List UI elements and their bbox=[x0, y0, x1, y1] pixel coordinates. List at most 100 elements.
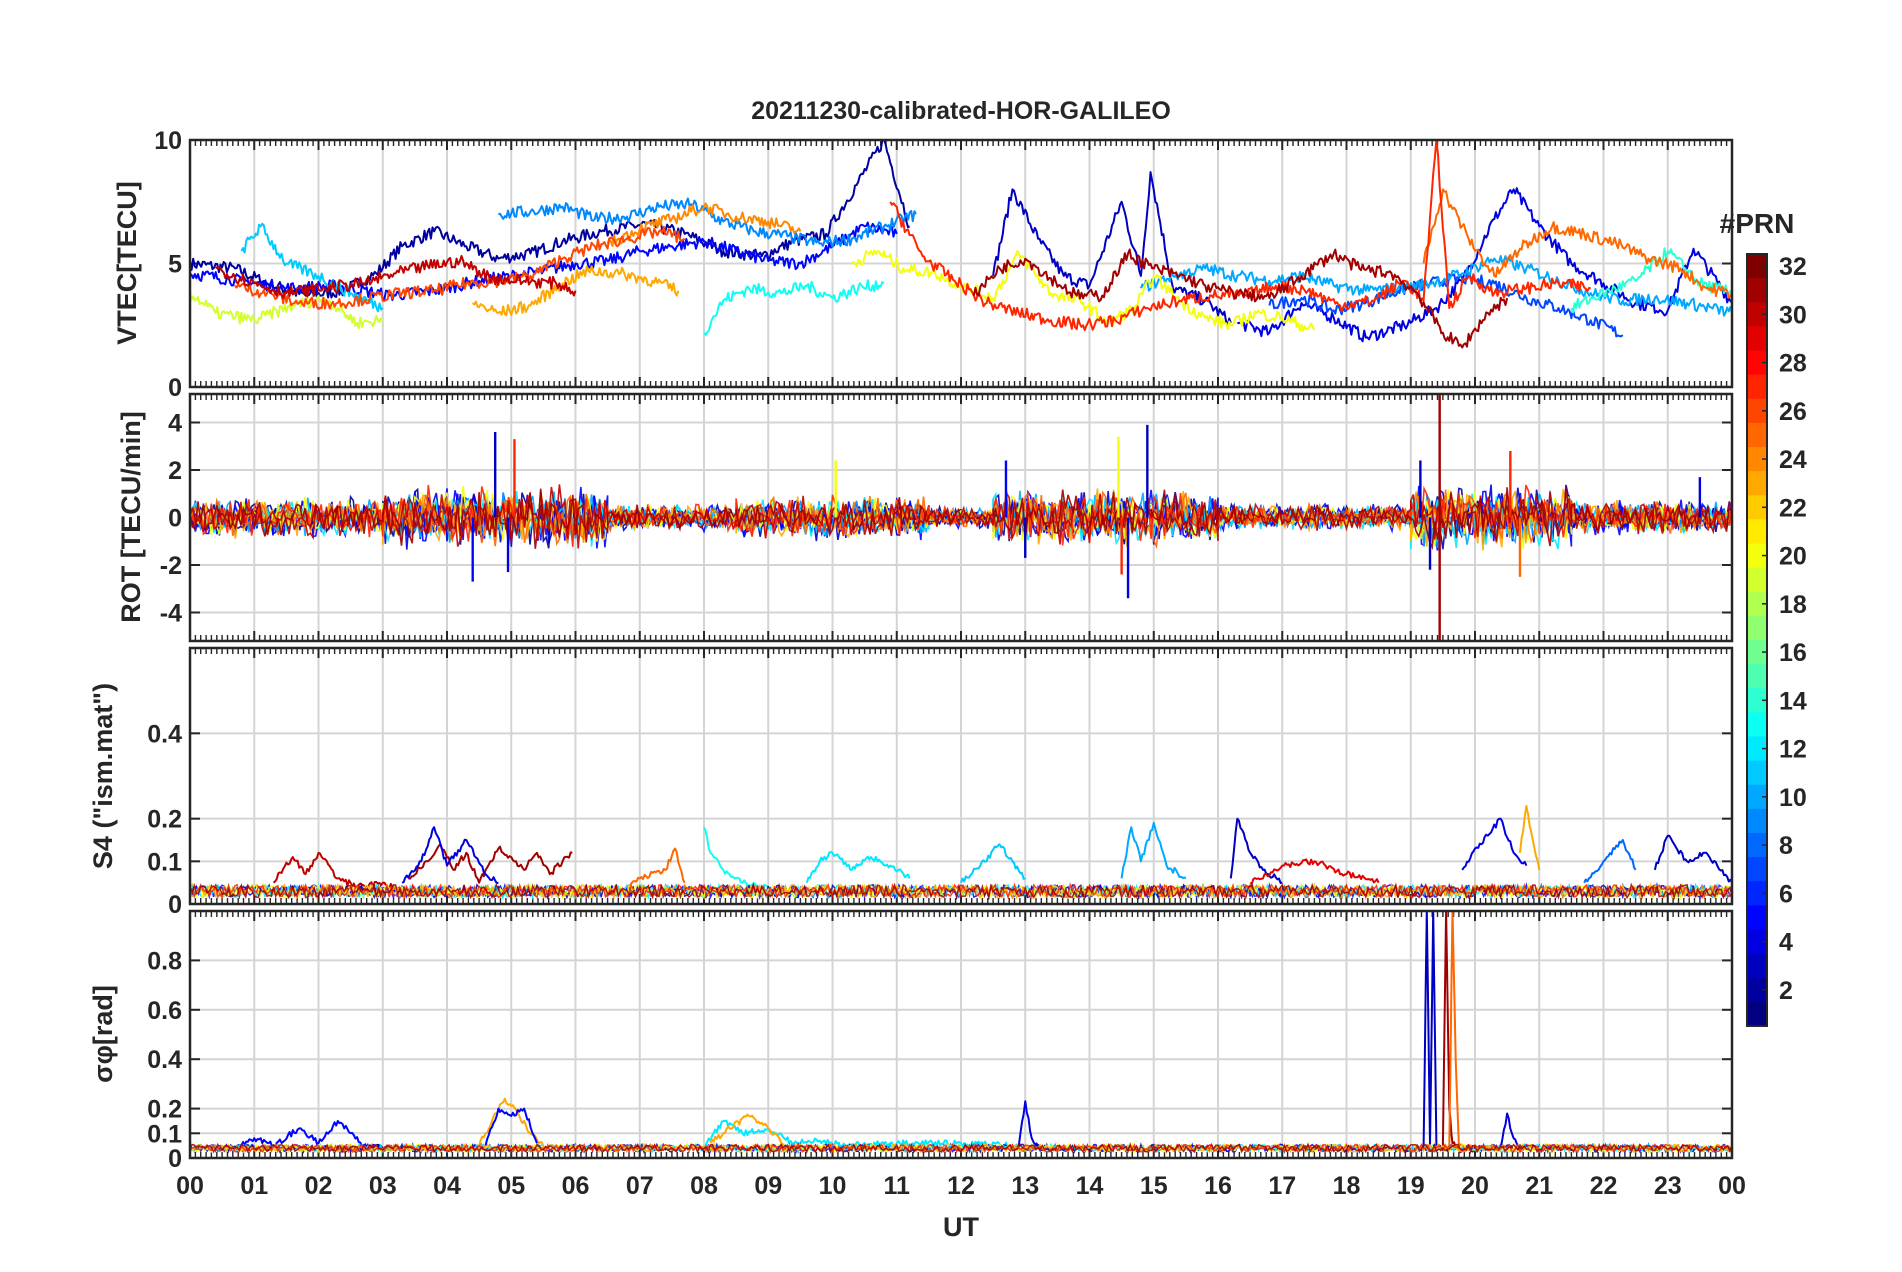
colorbar-tick-label: 12 bbox=[1779, 736, 1807, 764]
rot-panel: -4 -2 0 2 4 ROT [TECU/min] bbox=[116, 392, 1734, 643]
y-tick-label: 0.2 bbox=[147, 806, 182, 834]
sigma-ylabel: σφ[rad] bbox=[88, 985, 118, 1083]
series-line-prn-25 bbox=[1422, 188, 1732, 299]
colorbar-tick-label: 26 bbox=[1779, 398, 1807, 426]
x-tick-label: 05 bbox=[497, 1172, 525, 1200]
vtec-ylabel: VTEC[TECU] bbox=[112, 181, 142, 345]
y-tick-label: 0 bbox=[168, 1145, 182, 1173]
colorbar-swatch bbox=[1747, 736, 1767, 762]
series-line-prn-12 bbox=[703, 1119, 1014, 1149]
sigma-grid bbox=[189, 911, 1733, 1159]
rot-y-ticks: -4 -2 0 2 4 bbox=[160, 410, 182, 628]
series-line-prn-4 bbox=[1461, 817, 1528, 871]
colorbar-swatch bbox=[1747, 471, 1767, 496]
colorbar-swatch bbox=[1747, 254, 1767, 279]
colorbar-tick-label: 2 bbox=[1779, 977, 1793, 1005]
vtec-panel: 0 5 10 VTEC[TECU] bbox=[112, 127, 1734, 402]
series-line-prn-9 bbox=[498, 197, 917, 249]
colorbar-swatch bbox=[1747, 302, 1767, 327]
colorbar-swatch bbox=[1747, 929, 1767, 955]
series-line-prn-31 bbox=[408, 843, 573, 884]
series-line-prn-23 bbox=[471, 265, 680, 317]
colorbar-swatch bbox=[1747, 615, 1767, 641]
series-line-prn-4 bbox=[1499, 1112, 1521, 1149]
rot-axes-frame bbox=[188, 392, 1734, 643]
series-line-prn-5 bbox=[190, 221, 898, 302]
series-line-prn-30 bbox=[272, 851, 403, 894]
colorbar-swatch bbox=[1747, 422, 1767, 448]
s4-axes-frame bbox=[188, 646, 1734, 906]
x-tick-label: 15 bbox=[1140, 1172, 1168, 1200]
x-axis-label: UT bbox=[943, 1212, 979, 1242]
series-line-prn-13 bbox=[703, 826, 769, 890]
series-line-prn-11 bbox=[960, 843, 1026, 884]
x-tick-label: 18 bbox=[1333, 1172, 1361, 1200]
x-tick-label: 06 bbox=[562, 1172, 590, 1200]
colorbar-tick-label: 16 bbox=[1779, 639, 1807, 667]
sigma-y-ticks: 00.10.2 0.4 0.6 0.8 bbox=[147, 947, 182, 1173]
colorbar-frame bbox=[1746, 253, 1768, 1027]
series-line-prn-3 bbox=[1229, 817, 1283, 884]
s4-ylabel: S4 ("ism.mat") bbox=[88, 683, 118, 869]
colorbar-swatch bbox=[1747, 591, 1767, 617]
series-line-prn-24 bbox=[606, 202, 802, 247]
y-tick-label: 0 bbox=[168, 374, 182, 402]
s4-plot-area bbox=[190, 804, 1732, 901]
y-tick-label: 4 bbox=[168, 410, 182, 438]
colorbar-swatch bbox=[1747, 350, 1767, 376]
series-line-prn-29 bbox=[1249, 858, 1380, 886]
series-line-prn-7 bbox=[1268, 272, 1624, 338]
y-tick-label: -4 bbox=[160, 600, 182, 628]
x-tick-label: 13 bbox=[1011, 1172, 1039, 1200]
x-tick-label: 14 bbox=[1076, 1172, 1104, 1200]
rot-plot-area bbox=[190, 394, 1732, 641]
colorbar-tick-label: 18 bbox=[1779, 591, 1807, 619]
colorbar-swatch bbox=[1747, 664, 1767, 689]
colorbar-swatch bbox=[1747, 712, 1767, 738]
y-tick-label: 0 bbox=[168, 891, 182, 919]
series-line-prn-10 bbox=[1139, 255, 1732, 317]
vtec-y-ticks: 0 5 10 bbox=[154, 127, 182, 402]
colorbar-tick-label: 32 bbox=[1779, 253, 1807, 281]
rot-ylabel: ROT [TECU/min] bbox=[116, 411, 146, 622]
x-tick-label: 08 bbox=[690, 1172, 718, 1200]
x-tick-label: 04 bbox=[433, 1172, 461, 1200]
series-line-prn-27 bbox=[889, 140, 1591, 332]
colorbar-swatch bbox=[1747, 447, 1767, 472]
y-tick-label: 0.1 bbox=[147, 1120, 182, 1148]
sigma-axes-frame bbox=[188, 909, 1734, 1160]
colorbar-swatch bbox=[1747, 808, 1767, 834]
colorbar-swatch bbox=[1747, 688, 1767, 713]
y-tick-label: 5 bbox=[168, 251, 182, 279]
colorbar-swatch bbox=[1747, 398, 1767, 424]
y-tick-label: 0 bbox=[168, 505, 182, 533]
x-tick-label: 23 bbox=[1654, 1172, 1682, 1200]
series-line-prn-23 bbox=[1519, 804, 1541, 871]
colorbar-swatch bbox=[1747, 857, 1767, 882]
colorbar-tick-label: 20 bbox=[1779, 543, 1807, 571]
colorbar-swatch bbox=[1747, 784, 1767, 810]
x-tick-label: 07 bbox=[626, 1172, 654, 1200]
y-tick-label: 10 bbox=[154, 127, 182, 155]
colorbar-tick-label: 6 bbox=[1779, 880, 1793, 908]
series-line-prn-14 bbox=[1570, 247, 1732, 314]
x-tick-label: 00 bbox=[176, 1172, 204, 1200]
baseline-noise-prn-31 bbox=[190, 1142, 1732, 1154]
series-line-prn-31 bbox=[972, 248, 1509, 349]
baseline-noise-prn-31 bbox=[190, 882, 1732, 901]
sigma-plot-area bbox=[190, 911, 1732, 1155]
x-tick-label: 02 bbox=[305, 1172, 333, 1200]
colorbar-swatch bbox=[1747, 374, 1767, 400]
colorbar-swatch bbox=[1747, 1001, 1767, 1027]
colorbar-tick-label: 24 bbox=[1779, 446, 1807, 474]
colorbar-swatch bbox=[1747, 543, 1767, 569]
colorbar-swatch bbox=[1747, 905, 1767, 931]
x-tick-label: 17 bbox=[1268, 1172, 1296, 1200]
x-tick-label: 10 bbox=[819, 1172, 847, 1200]
x-tick-label: 20 bbox=[1461, 1172, 1489, 1200]
colorbar-swatch bbox=[1747, 953, 1767, 979]
x-tick-label: 00 bbox=[1718, 1172, 1746, 1200]
series-line-prn-2 bbox=[190, 140, 911, 299]
colorbar-swatch bbox=[1747, 760, 1767, 786]
